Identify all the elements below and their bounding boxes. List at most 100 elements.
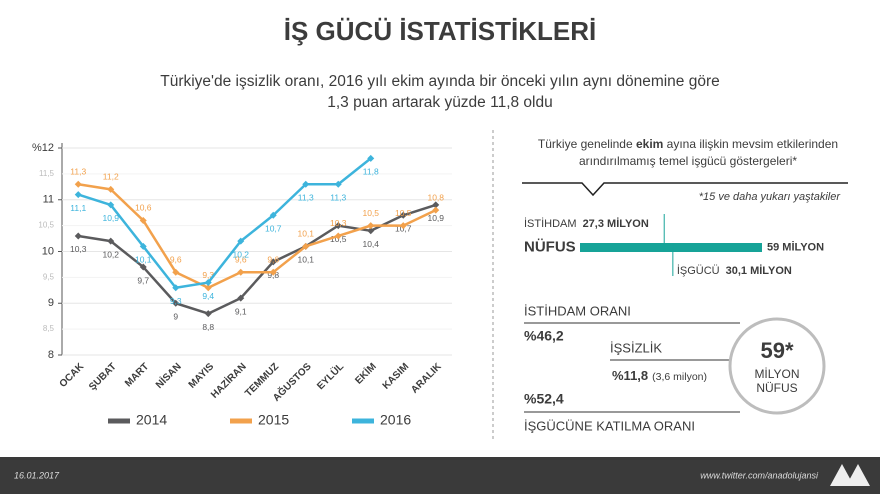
value-label: 8,8: [202, 322, 214, 332]
text: %11,8: [612, 368, 648, 383]
point: [334, 180, 342, 188]
subtitle: Türkiye'de işsizlik oranı, 2016 yılı eki…: [160, 73, 720, 90]
point: [139, 263, 147, 271]
population-bar: [580, 243, 762, 252]
value-label: 9,3: [170, 296, 182, 306]
circle-value: 59*: [760, 338, 793, 363]
value-label: 10,3: [330, 218, 347, 228]
point: [399, 222, 407, 230]
y-tick-label: %12: [32, 142, 54, 154]
footer-source: www.twitter.com/anadolujansi: [700, 470, 819, 480]
value-label: 9,6: [235, 254, 247, 264]
point: [302, 180, 310, 188]
value-label: 10,2: [232, 249, 249, 259]
y-tick-label: 8: [48, 349, 54, 361]
text: (3,6 milyon): [652, 371, 707, 383]
value-label: 10,6: [135, 203, 152, 213]
point: [74, 232, 82, 240]
value-label: 10,1: [297, 255, 314, 265]
stat-value: %46,2: [524, 328, 564, 344]
value-label: 9,3: [202, 270, 214, 280]
value-label: 10,8: [427, 192, 444, 202]
point: [74, 191, 82, 199]
point: [204, 310, 212, 318]
point: [302, 242, 310, 250]
point: [367, 154, 375, 162]
value-label: 9,7: [137, 275, 149, 285]
value-label: 10,1: [297, 229, 314, 239]
value-label: 10,2: [102, 249, 119, 259]
value-label: 11,2: [103, 172, 119, 182]
text: 30,1 MİLYON: [726, 264, 792, 277]
point: [172, 268, 180, 276]
legend-label: 2016: [380, 412, 411, 428]
value-label: 9,6: [170, 254, 182, 264]
logo: [830, 464, 870, 486]
y-minor-tick-label: 8,5: [43, 324, 55, 333]
population-bar-group: NÜFUS 59 MİLYON İSTİHDAM 27,3 MİLYON İŞGÜCÜ 3…: [524, 214, 824, 277]
y-minor-tick-label: 9,5: [43, 272, 55, 281]
text: Türkiye genelinde: [538, 137, 636, 151]
point: [367, 222, 375, 230]
series-line: [77, 157, 372, 289]
value-label: 11,3: [70, 166, 86, 176]
population-circle: [728, 317, 826, 415]
note: *15 ve daha yukarı yaştakiler: [699, 191, 842, 203]
text: İŞGÜCÜ: [677, 264, 720, 277]
point: [139, 242, 147, 250]
bar-value: 59 MİLYON: [767, 240, 824, 253]
point: [172, 299, 180, 307]
y-tick-label: 10: [42, 245, 54, 257]
text: ekim: [636, 137, 663, 151]
value-label: 9,6: [267, 254, 279, 264]
panel-intro: Türkiye genelinde ekim ayına ilişkin mev…: [538, 137, 838, 151]
value-label: 11,8: [363, 167, 379, 177]
point: [107, 237, 115, 245]
text: İSTİHDAM: [524, 217, 577, 230]
value-label: 10,7: [265, 224, 282, 234]
circle-unit: NÜFUS: [756, 381, 797, 395]
stat-value: %11,8 (3,6 milyon): [612, 368, 707, 383]
value-label: 11,3: [330, 192, 346, 202]
value-label: 11,1: [70, 203, 86, 213]
stat-label: İSTİHDAM ORANI: [524, 303, 631, 318]
point: [204, 284, 212, 292]
point: [432, 206, 440, 214]
pointer-line: [522, 182, 848, 197]
subtitle: 1,3 puan artarak yüzde 11,8 oldu: [327, 94, 552, 111]
point: [399, 211, 407, 219]
value-label: 10,3: [70, 244, 87, 254]
title: İŞ GÜCÜ İSTATİSTİKLERİ: [284, 16, 596, 46]
y-tick-label: 9: [48, 297, 54, 309]
stat-label: İŞSİZLİK: [610, 340, 662, 355]
point: [334, 222, 342, 230]
footer-bar: [0, 457, 880, 494]
panel-intro: arındırılmamış temel işgücü göstergeleri…: [579, 154, 797, 168]
value-label: 9,1: [235, 306, 247, 316]
point: [74, 180, 82, 188]
stat-value: %52,4: [524, 391, 564, 407]
y-minor-tick-label: 11,5: [39, 169, 55, 178]
employment-label: İSTİHDAM 27,3 MİLYON: [524, 217, 649, 230]
value-label: 10,5: [362, 208, 379, 218]
text: 27,3 MİLYON: [583, 217, 649, 230]
value-label: 10,4: [362, 239, 379, 249]
point: [237, 268, 245, 276]
series-line: [78, 182, 437, 289]
series-line: [78, 203, 437, 315]
bar-label: NÜFUS: [524, 238, 576, 255]
circle-unit: MİLYON: [754, 367, 799, 381]
point: [367, 227, 375, 235]
value-label: 9: [173, 312, 178, 322]
value-label: 9,4: [202, 291, 214, 301]
legend-label: 2015: [258, 412, 289, 428]
y-tick-label: 11: [43, 194, 54, 206]
point: [269, 211, 277, 219]
point: [269, 268, 277, 276]
stat-label: İŞGÜCÜNE KATILMA ORANI: [524, 418, 695, 433]
y-minor-tick-label: 10,5: [38, 221, 54, 230]
footer-date: 16.01.2017: [14, 470, 60, 480]
point: [334, 232, 342, 240]
